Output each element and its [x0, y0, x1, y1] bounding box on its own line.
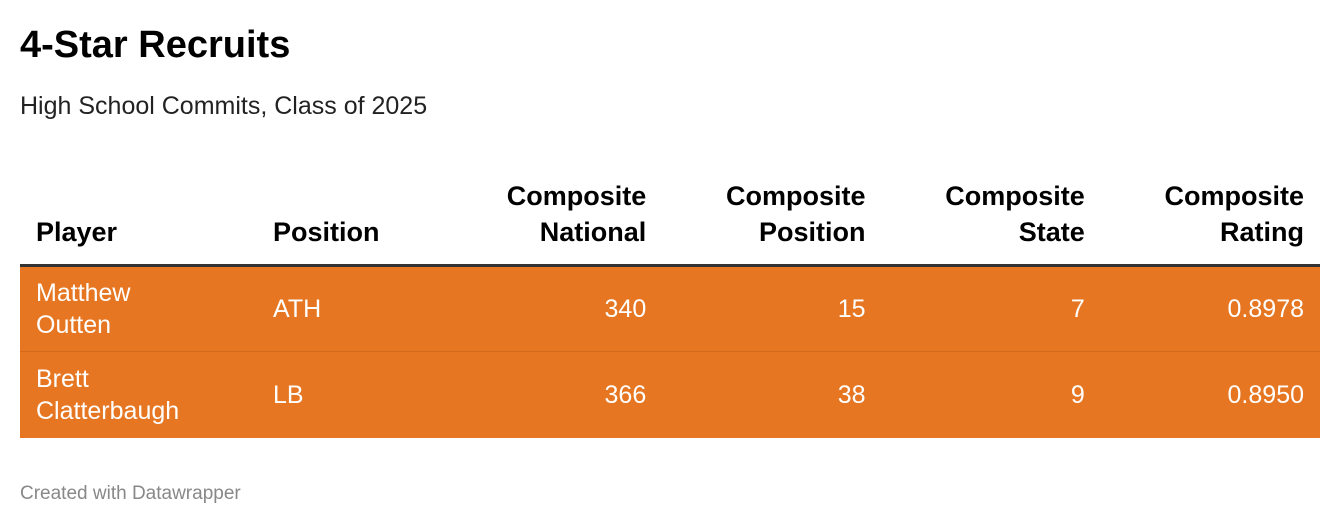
cell-composite-state: 7: [1070, 295, 1085, 323]
chart-subtitle: High School Commits, Class of 2025: [20, 92, 428, 120]
column-header-line2: Position: [759, 217, 866, 247]
player-first-name: Matthew: [36, 279, 131, 307]
column-header-line2: State: [1018, 217, 1085, 247]
recruits-table: Player Position Composite National Compo…: [20, 174, 1320, 438]
datawrapper-credit[interactable]: Created with Datawrapper: [20, 483, 241, 504]
table-row: Brett Clatterbaugh LB 366 38 9 0.8950: [20, 351, 1320, 438]
cell-composite-rating: 0.8978: [1227, 295, 1304, 323]
column-header-line2: Player: [36, 217, 118, 247]
table-header-row: Player Position Composite National Compo…: [20, 174, 1320, 267]
column-header-line2: Position: [273, 217, 380, 247]
cell-composite-state: 9: [881, 351, 1101, 438]
column-header-position[interactable]: Position: [257, 174, 443, 267]
column-header-line2: Rating: [1220, 217, 1304, 247]
column-header-composite-national[interactable]: Composite National: [443, 174, 663, 267]
column-header-composite-state[interactable]: Composite State: [881, 174, 1101, 267]
player-last-name: Outten: [36, 311, 112, 339]
column-header-composite-position[interactable]: Composite Position: [662, 174, 882, 267]
column-header-line1: Composite: [506, 181, 647, 211]
cell-composite-position: 38: [662, 351, 882, 438]
column-header-line1: Composite: [725, 181, 866, 211]
cell-player: Matthew Outten: [20, 266, 257, 352]
column-header-composite-rating[interactable]: Composite Rating: [1100, 174, 1320, 267]
cell-composite-position: 15: [837, 295, 866, 323]
cell-position: ATH: [273, 295, 322, 323]
column-header-line1: Composite: [945, 181, 1085, 211]
column-header-player[interactable]: Player: [20, 174, 257, 267]
table-row: Matthew Outten ATH 340 15 7 0.8978: [20, 265, 1320, 352]
cell-composite-national: 340: [604, 295, 647, 323]
player-last-name: Clatterbaugh: [36, 396, 180, 425]
column-header-line2: National: [539, 217, 647, 247]
chart-title: 4-Star Recruits: [20, 24, 291, 66]
player-first-name: Brett: [36, 364, 89, 393]
recruits-table-container: Player Position Composite National Compo…: [20, 174, 1320, 438]
cell-composite-rating: 0.8950: [1100, 351, 1320, 438]
cell-composite-national: 366: [443, 351, 663, 438]
cell-position: LB: [257, 351, 443, 438]
cell-player: Brett Clatterbaugh: [20, 351, 257, 438]
column-header-line1: Composite: [1164, 181, 1304, 211]
